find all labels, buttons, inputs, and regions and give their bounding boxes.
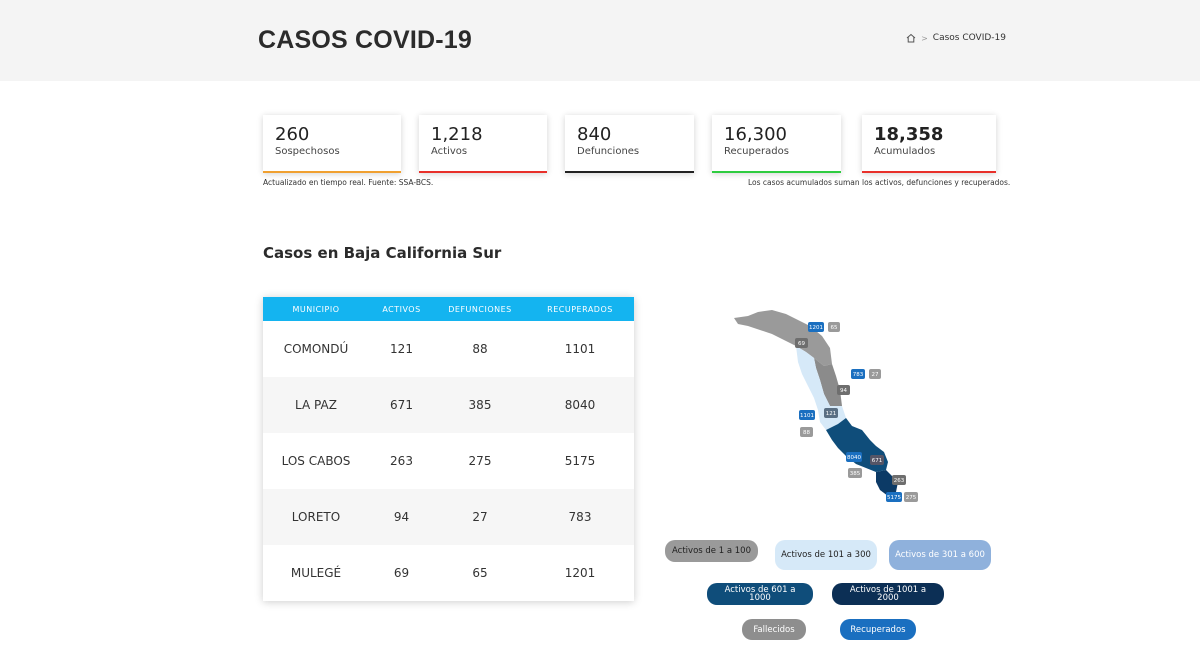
map-label-loreto-defunciones: 27 — [872, 372, 879, 378]
cell-municipio: LORETO — [291, 510, 341, 524]
stat-bar — [263, 171, 401, 173]
map-label-loscabos-defunciones: 275 — [906, 495, 917, 501]
map-region-mulege[interactable] — [734, 310, 832, 366]
stat-card-defunciones: 840 Defunciones — [565, 115, 694, 173]
cell-defunciones: 65 — [472, 566, 488, 580]
cell-defunciones: 385 — [468, 398, 492, 412]
stat-bar — [419, 171, 547, 173]
cell-activos: 94 — [393, 510, 410, 524]
cell-recuperados: 5175 — [564, 454, 596, 468]
table-row: COMONDÚ 121 88 1101 — [263, 321, 634, 377]
map-region-loreto[interactable] — [814, 358, 842, 406]
cell-municipio: LA PAZ — [295, 398, 337, 412]
stat-value: 1,218 — [431, 124, 483, 145]
cell-municipio: LOS CABOS — [281, 454, 351, 468]
map-label-comondu-activos: 121 — [826, 411, 837, 417]
col-header-defunciones: DEFUNCIONES — [448, 304, 512, 314]
cell-activos: 121 — [390, 342, 413, 356]
table-row: LOS CABOS 263 275 5175 — [263, 433, 634, 489]
municipality-table: MUNICIPIO ACTIVOS DEFUNCIONES RECUPERADO… — [263, 297, 634, 601]
stat-value: 18,358 — [874, 124, 944, 145]
stat-card-activos: 1,218 Activos — [419, 115, 547, 173]
stat-bar — [565, 171, 694, 173]
page-header: CASOS COVID-19 > Casos COVID-19 — [0, 0, 1200, 81]
map-label-lapaz-defunciones: 385 — [850, 471, 861, 477]
cell-defunciones: 88 — [472, 342, 488, 356]
cell-recuperados: 1101 — [564, 342, 596, 356]
source-note: Actualizado en tiempo real. Fuente: SSA-… — [263, 178, 434, 187]
stat-bar — [862, 171, 996, 173]
page-title: CASOS COVID-19 — [258, 26, 472, 54]
cell-defunciones: 27 — [472, 510, 488, 524]
sum-note: Los casos acumulados suman los activos, … — [748, 178, 1011, 187]
table-row: LORETO 94 27 783 — [263, 489, 634, 545]
section-title: Casos en Baja California Sur — [263, 244, 502, 262]
cell-defunciones: 275 — [468, 454, 492, 468]
cell-activos: 263 — [390, 454, 413, 468]
cell-recuperados: 783 — [568, 510, 592, 524]
map-label-comondu-defunciones: 88 — [803, 430, 810, 436]
legend-activos-101-300[interactable]: Activos de 101 a 300 — [775, 540, 877, 570]
cell-recuperados: 8040 — [564, 398, 596, 412]
stat-value: 260 — [275, 124, 310, 145]
stat-card-recuperados: 16,300 Recuperados — [712, 115, 841, 173]
home-icon[interactable] — [906, 33, 916, 43]
legend-activos-1-100[interactable]: Activos de 1 a 100 — [665, 540, 758, 562]
map-label-loreto-activos: 94 — [840, 388, 847, 394]
map-label-loscabos-activos: 263 — [894, 478, 905, 484]
col-header-municipio: MUNICIPIO — [292, 304, 340, 314]
col-header-activos: ACTIVOS — [382, 304, 421, 314]
legend-activos-1001-2000[interactable]: Activos de 1001 a 2000 — [832, 583, 944, 605]
stat-label: Acumulados — [874, 146, 936, 157]
table-row: MULEGÉ 69 65 1201 — [263, 545, 634, 601]
map-label-mulege-recuperados: 1201 — [809, 325, 823, 331]
legend-fallecidos[interactable]: Fallecidos — [742, 619, 806, 640]
map-label-mulege-defunciones: 65 — [831, 325, 838, 331]
map-label-loreto-recuperados: 783 — [853, 372, 864, 378]
bcs-municipality-map: 1201 65 69 783 27 94 1101 88 121 8040 38… — [734, 310, 918, 502]
stat-card-sospechosos: 260 Sospechosos — [263, 115, 401, 173]
map-label-comondu-recuperados: 1101 — [800, 413, 814, 419]
stat-label: Defunciones — [577, 146, 640, 157]
cell-activos: 69 — [393, 566, 410, 580]
stat-label: Activos — [431, 146, 468, 157]
legend-recuperados[interactable]: Recuperados — [840, 619, 916, 640]
legend-activos-601-1000[interactable]: Activos de 601 a 1000 — [707, 583, 813, 605]
breadcrumb-current: Casos COVID-19 — [932, 33, 1006, 43]
stat-label: Sospechosos — [275, 146, 340, 157]
cell-activos: 671 — [390, 398, 413, 412]
map-label-mulege-activos: 69 — [798, 341, 805, 347]
map-label-loscabos-recuperados: 5175 — [887, 495, 901, 501]
map-label-lapaz-recuperados: 8040 — [847, 455, 861, 461]
table-row: LA PAZ 671 385 8040 — [263, 377, 634, 433]
stat-value: 840 — [577, 124, 612, 145]
breadcrumb: > Casos COVID-19 — [906, 33, 1006, 43]
stat-value: 16,300 — [724, 124, 787, 145]
stat-label: Recuperados — [724, 146, 789, 157]
breadcrumb-separator: > — [921, 33, 928, 43]
stat-bar — [712, 171, 841, 173]
cell-municipio: COMONDÚ — [283, 342, 349, 356]
legend-activos-301-600[interactable]: Activos de 301 a 600 — [889, 540, 991, 570]
cell-recuperados: 1201 — [564, 566, 596, 580]
map-label-lapaz-activos: 671 — [872, 458, 883, 464]
table-header: MUNICIPIO ACTIVOS DEFUNCIONES RECUPERADO… — [263, 297, 634, 321]
col-header-recuperados: RECUPERADOS — [547, 304, 613, 314]
stat-card-acumulados: 18,358 Acumulados — [862, 115, 996, 173]
cell-municipio: MULEGÉ — [290, 566, 342, 580]
